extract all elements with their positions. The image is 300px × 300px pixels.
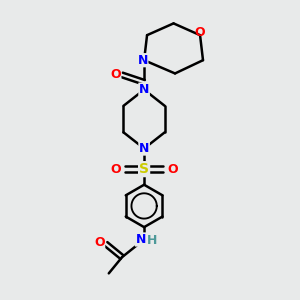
Text: N: N	[139, 83, 149, 96]
Text: O: O	[110, 163, 121, 176]
Text: H: H	[147, 234, 158, 247]
Text: S: S	[139, 162, 149, 176]
Text: N: N	[137, 54, 148, 67]
Text: O: O	[195, 26, 206, 39]
Text: O: O	[167, 163, 178, 176]
Text: O: O	[110, 68, 121, 81]
Text: N: N	[135, 233, 146, 246]
Text: O: O	[94, 236, 105, 249]
Text: N: N	[139, 142, 149, 155]
